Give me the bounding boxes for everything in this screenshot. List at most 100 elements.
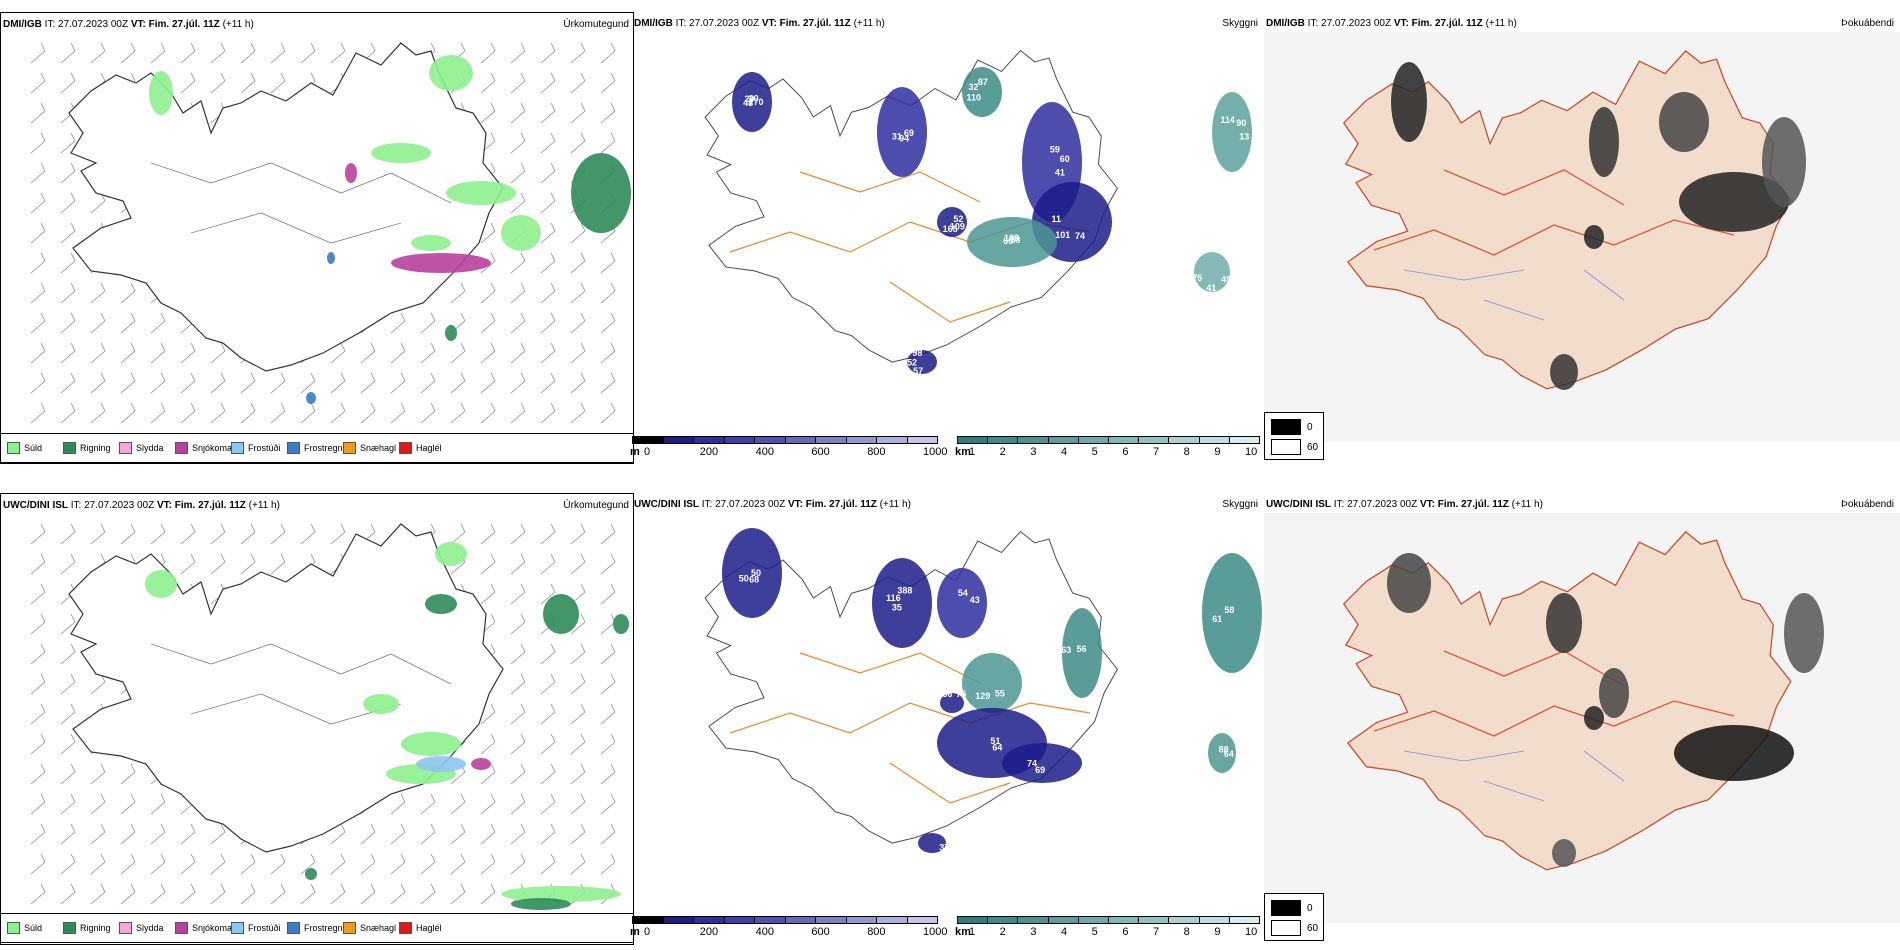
legend-swatch	[343, 442, 356, 454]
visibility-scale-segment	[1168, 916, 1200, 924]
fog-legend-row1: 0 60	[1264, 412, 1324, 460]
cloud-base-label: 770	[748, 97, 763, 107]
legend-item-frostregn: Frostregn	[287, 922, 343, 934]
legend-swatch	[399, 922, 412, 934]
visibility-scale-segment	[1138, 436, 1170, 444]
elevation-scale-tick: 400	[755, 926, 774, 938]
legend-label: Súld	[24, 923, 43, 933]
param-label: Úrkomutegund	[563, 19, 629, 30]
legend-swatch	[175, 442, 188, 454]
fog-legend-label: 60	[1307, 922, 1319, 934]
visibility-scale-tick: 5	[1091, 926, 1098, 938]
cloud-base-label: 74	[1075, 231, 1085, 241]
visibility-scale-segment	[1198, 916, 1230, 924]
precip-panel-row2: UWC/DINI ISL IT: 27.07.2023 00Z VT: Fim.…	[0, 493, 634, 945]
elevation-scale-tick: 800	[867, 926, 886, 938]
cloud-base-label: 60	[1060, 154, 1070, 164]
cloud-base-label: 56	[1076, 644, 1086, 654]
cloud-base-label: 108	[1004, 233, 1019, 243]
scales-row1: m 0 200 400 600 800 1000 km 1 2 3 4 5 6 7 8 9 10	[630, 436, 1264, 462]
cloud-base-label: 129	[975, 691, 990, 701]
legend-label: Snjókoma	[192, 923, 233, 933]
cloud-base-label: 50	[739, 574, 749, 584]
cloud-base-label: 35	[892, 603, 902, 613]
legend-swatch	[343, 922, 356, 934]
visibility-scale-tick: 1	[969, 446, 976, 458]
cloud-base-label: 43	[970, 595, 980, 605]
visibility-scale-tick: 9	[1214, 926, 1221, 938]
cloud-map: 7703187411158165981375209432601011081095…	[704, 49, 1252, 376]
cloud-base-label: 11	[1051, 214, 1061, 224]
fog-legend-label: 0	[1307, 902, 1313, 914]
legend-swatch	[399, 442, 412, 454]
visibility-scale-segment	[1077, 436, 1109, 444]
elevation-scale-segment	[815, 436, 847, 444]
visibility-scale-tick: 6	[1122, 926, 1129, 938]
legend-label: Frostregn	[304, 923, 343, 933]
cloud-base-label: 388	[897, 585, 912, 595]
elevation-scale-tick: 1000	[923, 446, 948, 458]
visibility-scale-segment	[987, 916, 1019, 924]
precip-map	[30, 523, 629, 910]
legend-swatch	[287, 442, 300, 454]
legend-swatch	[63, 922, 76, 934]
elevation-scale-tick: 600	[811, 446, 830, 458]
legend-label: Haglél	[416, 443, 442, 453]
legend-label: Frostregn	[304, 443, 343, 453]
elevation-scale-segment	[845, 436, 877, 444]
visibility-scale-tick: 9	[1214, 446, 1221, 458]
param-label: Þokuábendi	[1841, 18, 1894, 29]
fog-map	[1264, 513, 1900, 923]
cloud-panel-row2: UWC/DINI ISL IT: 27.07.2023 00Z VT: Fim.…	[632, 493, 1264, 923]
scales-row2: m 0 200 400 600 800 1000 km 1 2 3 4 5 6 7 8 9 10	[630, 916, 1264, 942]
precip-type-legend-row2: Súld Rigning Slydda Snjókoma Frostúði Frostre…	[0, 913, 634, 943]
elevation-scale-segment	[754, 916, 786, 924]
cloud-base-label: 49	[926, 854, 936, 864]
legend-label: Snæhagl	[360, 923, 397, 933]
param-label: Úrkomutegund	[563, 500, 629, 511]
visibility-scale-unit: km	[955, 926, 971, 938]
legend-label: Snjókoma	[192, 443, 233, 453]
elevation-scale-tick: 0	[644, 926, 651, 938]
fog-swatch	[1271, 900, 1301, 916]
visibility-scale-tick: 6	[1122, 446, 1129, 458]
panel-title: DMI/IGB IT: 27.07.2023 00Z VT: Fim. 27.j…	[634, 18, 885, 29]
cloud-base-label: 75	[1192, 273, 1202, 283]
legend-item-snæhagl: Snæhagl	[343, 442, 396, 454]
precip-panel-row1: DMI/IGB IT: 27.07.2023 00Z VT: Fim. 27.j…	[0, 12, 634, 464]
panel-title: DMI/IGB IT: 27.07.2023 00Z VT: Fim. 27.j…	[1266, 18, 1517, 29]
elevation-scale-segment	[815, 916, 847, 924]
visibility-scale-tick: 4	[1061, 446, 1068, 458]
fog-swatch	[1271, 920, 1301, 936]
legend-swatch	[231, 442, 244, 454]
fog-legend-row2: 0 60	[1264, 893, 1324, 941]
fog-legend-item: 0	[1271, 419, 1313, 435]
precip-type-legend-row1: Súld Rigning Slydda Snjókoma Frostúði Frostre…	[0, 433, 634, 463]
legend-label: Frostúði	[248, 923, 281, 933]
elevation-scale-segment	[693, 436, 725, 444]
legend-item-frostúði: Frostúði	[231, 922, 281, 934]
elevation-scale-segment	[723, 436, 755, 444]
elevation-scale-segment	[632, 436, 664, 444]
elevation-scale-segment	[906, 436, 938, 444]
legend-item-slydda: Slydda	[119, 442, 164, 454]
cloud-base-label: 59	[1050, 144, 1060, 154]
legend-label: Súld	[24, 443, 43, 453]
visibility-scale-tick: 7	[1153, 446, 1160, 458]
visibility-scale-tick: 10	[1245, 446, 1258, 458]
legend-item-rigning: Rigning	[63, 922, 111, 934]
legend-label: Rigning	[80, 443, 111, 453]
cloud-base-label: 116	[886, 593, 901, 603]
cloud-base-label: 54	[958, 588, 968, 598]
cloud-base-label: 60	[1003, 236, 1013, 246]
visibility-scale-segment	[1077, 916, 1109, 924]
cloud-base-label: 55	[995, 688, 1005, 698]
cloud-base-label: 20	[744, 94, 754, 104]
legend-item-súld: Súld	[7, 442, 42, 454]
legend-swatch	[7, 922, 20, 934]
visibility-scale-unit: km	[955, 446, 971, 458]
panel-title: DMI/IGB IT: 27.07.2023 00Z VT: Fim. 27.j…	[3, 19, 254, 30]
panel-title: UWC/DINI ISL IT: 27.07.2023 00Z VT: Fim.…	[1266, 499, 1543, 510]
fog-legend-item: 60	[1271, 920, 1318, 936]
param-label: Skyggni	[1222, 18, 1258, 29]
